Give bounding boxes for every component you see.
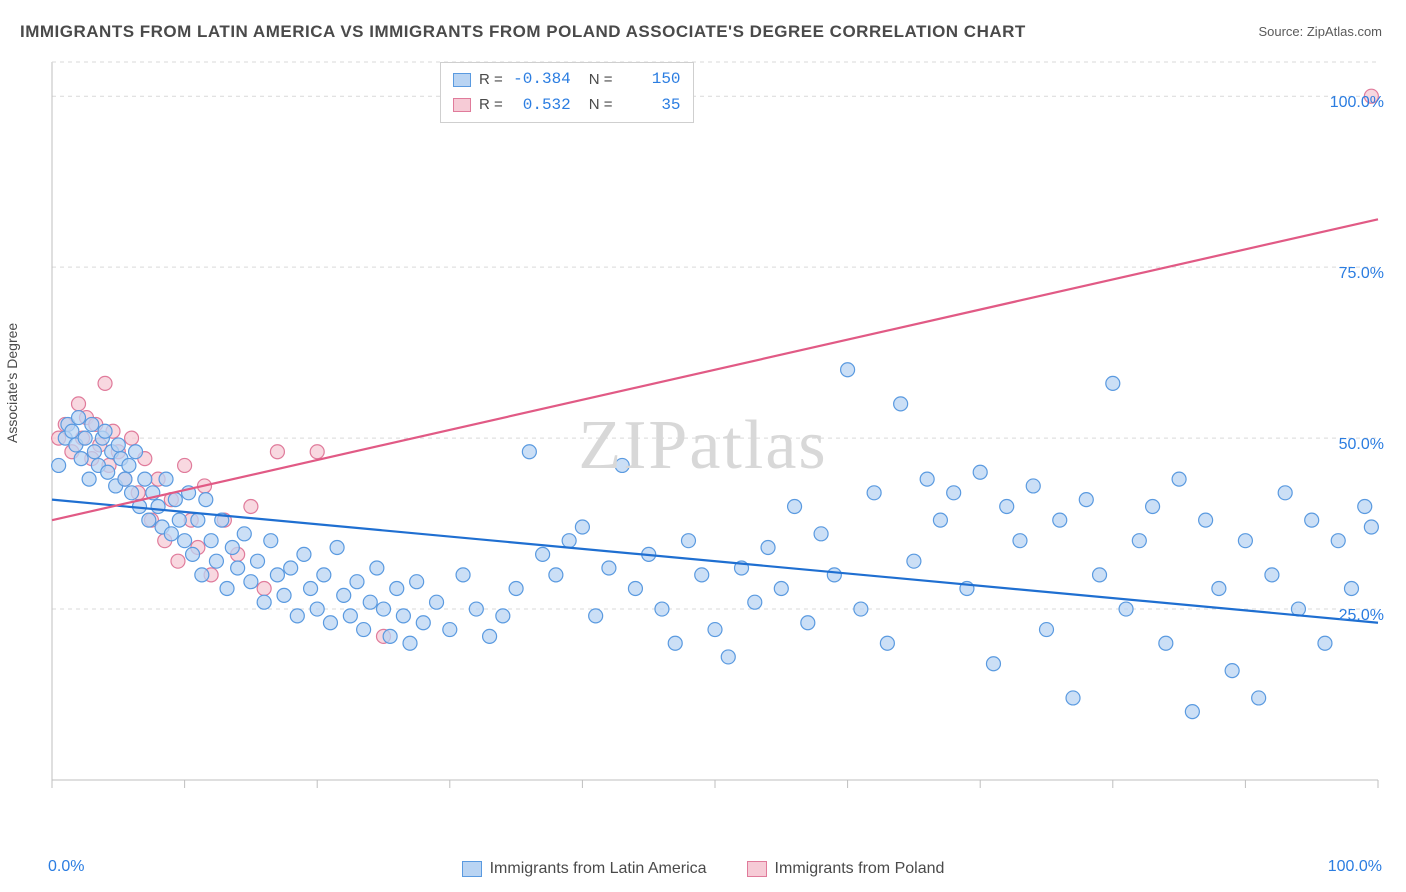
y-tick-label: 75.0% — [1339, 265, 1384, 283]
stats-r-label: R = — [479, 68, 503, 92]
legend-swatch-series1 — [462, 861, 482, 877]
y-tick-label: 50.0% — [1339, 436, 1384, 454]
stats-row-series2: R = 0.532 N = 35 — [453, 93, 681, 119]
legend-label-series2: Immigrants from Poland — [775, 860, 945, 878]
stats-legend-box: R = -0.384 N = 150 R = 0.532 N = 35 — [440, 62, 694, 123]
correlation-scatter-chart — [50, 60, 1380, 810]
stats-swatch-series2 — [453, 98, 471, 112]
y-tick-label: 25.0% — [1339, 607, 1384, 625]
stats-r-label: R = — [479, 93, 503, 117]
stats-row-series1: R = -0.384 N = 150 — [453, 67, 681, 93]
legend-swatch-series2 — [747, 861, 767, 877]
stats-r-value-1: -0.384 — [511, 67, 571, 93]
y-tick-label: 100.0% — [1330, 94, 1384, 112]
bottom-legend: Immigrants from Latin America Immigrants… — [0, 860, 1406, 878]
stats-r-value-2: 0.532 — [511, 93, 571, 119]
chart-title: IMMIGRANTS FROM LATIN AMERICA VS IMMIGRA… — [20, 22, 1026, 42]
stats-n-value-2: 35 — [621, 93, 681, 119]
y-axis-label: Associate's Degree — [4, 323, 20, 443]
stats-n-label: N = — [589, 68, 613, 92]
legend-label-series1: Immigrants from Latin America — [490, 860, 707, 878]
legend-item-series1: Immigrants from Latin America — [462, 860, 707, 878]
legend-item-series2: Immigrants from Poland — [747, 860, 945, 878]
stats-n-value-1: 150 — [621, 67, 681, 93]
stats-n-label: N = — [589, 93, 613, 117]
stats-swatch-series1 — [453, 73, 471, 87]
source-label: Source: ZipAtlas.com — [1258, 24, 1382, 39]
